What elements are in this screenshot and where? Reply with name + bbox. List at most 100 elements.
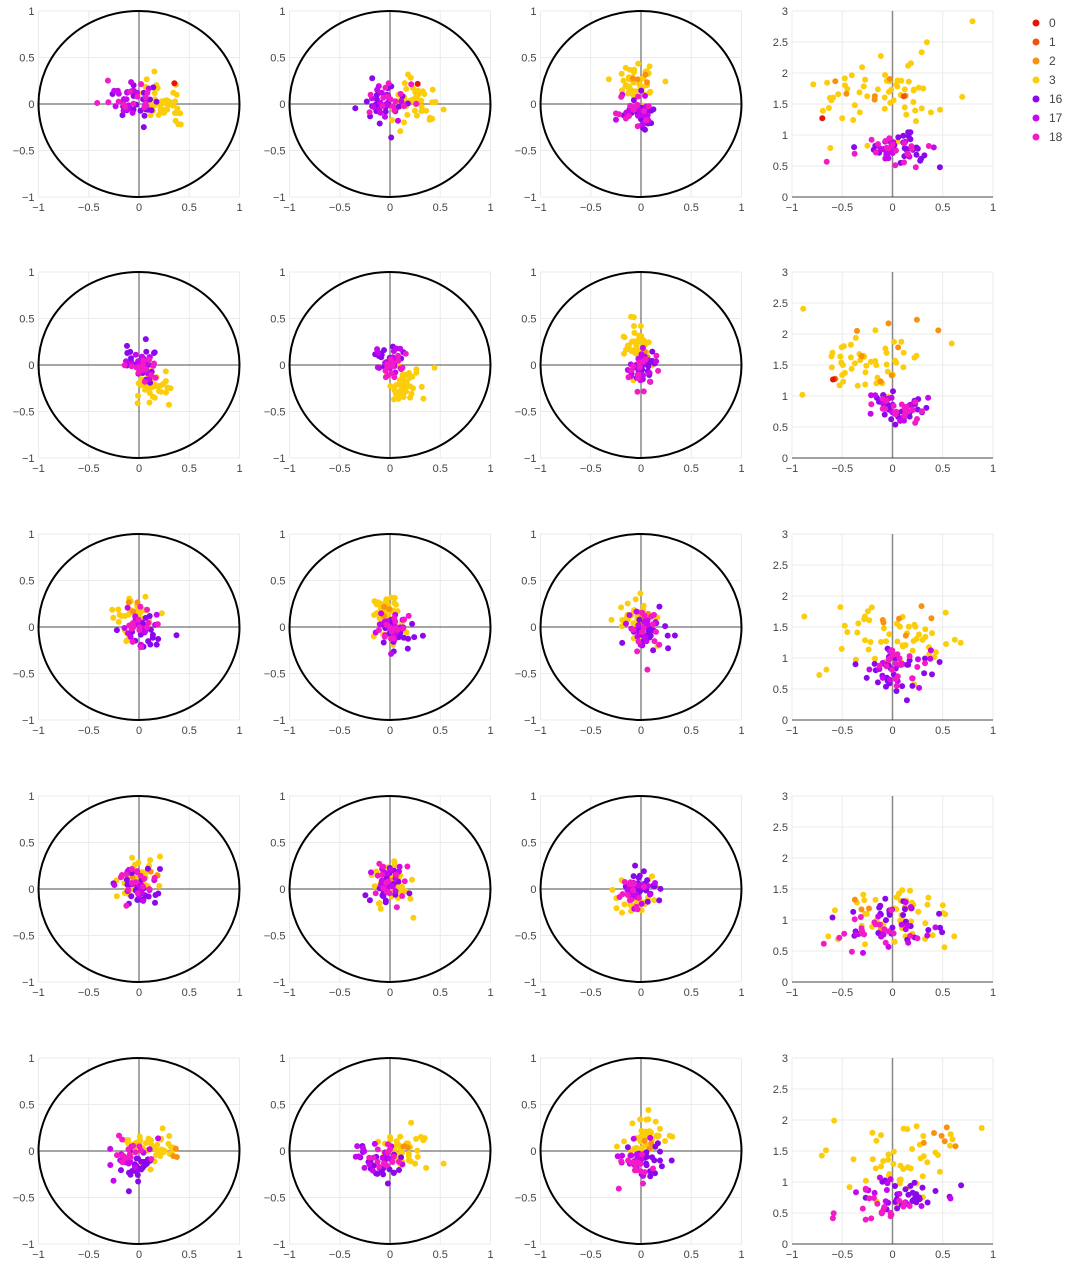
point-series-3: [630, 93, 637, 99]
point-series-3: [154, 1141, 161, 1148]
point-series-18: [130, 100, 137, 107]
point-series-18: [370, 1154, 377, 1161]
x-tick-label: 1: [738, 202, 744, 214]
point-series-3: [638, 1145, 645, 1152]
point-series-16: [148, 107, 155, 114]
y-tick-label: −1: [22, 715, 35, 727]
legend-item-18[interactable]: 18: [1032, 130, 1063, 144]
point-series-17: [132, 351, 139, 358]
point-series-18: [651, 638, 658, 645]
subplot-r3-c1: −1 −0.5 0 0.5 1 −1 −0.5 0 0.5 1: [13, 529, 243, 737]
unit-circle: [37, 271, 241, 459]
point-series-3: [942, 609, 949, 616]
point-series-3: [900, 1125, 907, 1132]
y-tick-label: 3: [782, 529, 788, 541]
point-series-18: [905, 151, 912, 158]
point-series-18: [848, 948, 855, 955]
y-tick-label: 1: [279, 267, 285, 279]
point-series-17: [882, 1198, 889, 1205]
x-tick-label: 1: [487, 1249, 493, 1261]
legend-item-16[interactable]: 16: [1032, 92, 1063, 106]
legend-item-1[interactable]: 1: [1032, 35, 1057, 49]
point-series-3: [873, 1137, 880, 1144]
y-tick-label: −0.5: [515, 1193, 537, 1205]
point-series-3: [110, 614, 117, 621]
point-series-3: [894, 620, 900, 627]
point-series-2: [172, 1145, 179, 1152]
legend-marker-1: [1032, 38, 1040, 46]
point-series-16: [376, 120, 383, 127]
point-series-16: [380, 1171, 387, 1178]
x-tick-label: 1: [487, 202, 493, 214]
point-series-3: [852, 656, 859, 663]
point-series-3: [915, 908, 922, 915]
point-series-17: [140, 897, 147, 904]
subplot-r2-c1: −1 −0.5 0 0.5 1 −1 −0.5 0 0.5 1: [13, 267, 243, 475]
point-series-18: [890, 651, 897, 658]
point-series-18: [629, 626, 636, 633]
point-series-1: [900, 93, 907, 100]
point-series-18: [392, 625, 399, 632]
x-tick-label: −0.5: [329, 987, 351, 999]
point-series-18: [649, 621, 656, 628]
point-series-3: [860, 891, 867, 898]
subplot-r3-c2: −1 −0.5 0 0.5 1 −1 −0.5 0 0.5 1: [264, 529, 494, 737]
legend-item-17[interactable]: 17: [1032, 111, 1063, 125]
y-tick-label: −1: [524, 192, 537, 204]
point-series-3: [137, 382, 144, 389]
point-series-17: [653, 358, 660, 365]
point-series-3: [636, 81, 643, 88]
point-series-3: [629, 1120, 636, 1127]
subplot-r3-c4: −1 −0.5 0 0.5 1 0 0.5 1 1.5 2 2.5 3: [773, 529, 996, 737]
point-series-17: [646, 369, 653, 376]
legend-item-3[interactable]: 3: [1032, 73, 1057, 87]
point-series-18: [129, 638, 136, 645]
x-tick-label: −1: [534, 987, 547, 999]
legend-item-0[interactable]: 0: [1032, 16, 1057, 30]
x-tick-label: −1: [534, 202, 547, 214]
legend-item-2[interactable]: 2: [1032, 54, 1057, 68]
point-series-3: [871, 655, 878, 662]
point-series-17: [643, 638, 650, 645]
point-series-2: [843, 90, 850, 97]
y-tick-label: −1: [22, 453, 35, 465]
point-series-16: [134, 896, 141, 903]
point-series-16: [649, 1154, 656, 1161]
x-tick-label: 0.5: [433, 202, 448, 214]
y-tick-label: 2.5: [773, 822, 788, 834]
x-tick-label: 0.5: [935, 463, 950, 475]
point-series-18: [908, 145, 915, 152]
point-series-18: [655, 367, 662, 374]
point-series-16: [665, 645, 672, 652]
point-series-3: [393, 382, 399, 389]
point-series-17: [132, 1164, 139, 1171]
point-series-3: [872, 1165, 879, 1172]
point-series-16: [650, 106, 657, 113]
point-series-18: [379, 871, 386, 878]
point-series-3: [948, 340, 955, 347]
legend-marker-18: [1032, 133, 1040, 141]
point-series-3: [884, 368, 891, 375]
y-tick-label: −0.5: [13, 1193, 35, 1205]
point-series-17: [647, 891, 653, 898]
x-tick-label: −0.5: [831, 987, 853, 999]
point-series-18: [872, 149, 879, 156]
point-series-17: [907, 904, 914, 910]
point-series-3: [620, 77, 627, 84]
point-series-17: [652, 880, 658, 886]
point-series-18: [137, 603, 144, 610]
x-tick-label: 1: [990, 1249, 996, 1261]
point-series-3: [628, 313, 635, 320]
y-tick-label: 1.5: [773, 622, 788, 634]
point-series-3: [929, 630, 935, 637]
point-series-3: [158, 610, 165, 617]
point-series-3: [666, 1132, 673, 1139]
y-tick-label: −0.5: [264, 669, 286, 681]
y-tick-label: 0: [530, 1146, 536, 1158]
point-series-17: [378, 610, 385, 617]
point-series-2: [879, 617, 886, 623]
point-series-3: [969, 18, 976, 25]
point-series-17: [107, 1162, 114, 1168]
y-tick-label: −1: [524, 453, 537, 465]
point-series-16: [656, 603, 663, 610]
